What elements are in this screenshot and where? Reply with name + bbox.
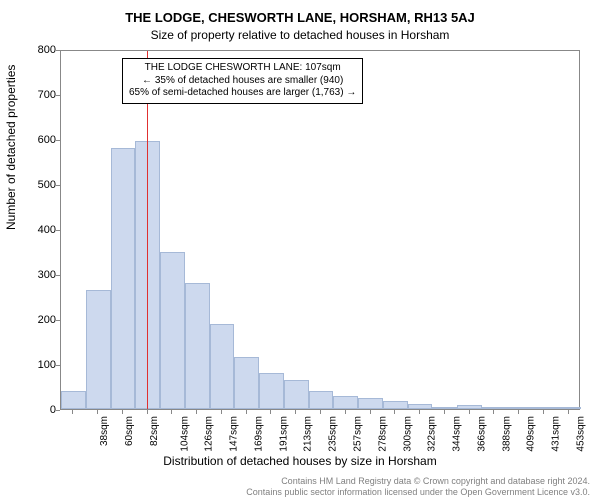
histogram-bar (210, 324, 235, 410)
x-tick-label: 453sqm (575, 416, 586, 452)
x-tick-label: 147sqm (229, 416, 240, 452)
x-tick-label: 191sqm (278, 416, 289, 452)
x-tick-mark (196, 410, 197, 414)
x-tick-mark (147, 410, 148, 414)
annotation-line: THE LODGE CHESWORTH LANE: 107sqm (129, 62, 356, 75)
histogram-bar (111, 148, 136, 409)
x-tick-label: 104sqm (179, 416, 190, 452)
x-tick-mark (419, 410, 420, 414)
histogram-bar (482, 407, 507, 409)
chart-title: THE LODGE, CHESWORTH LANE, HORSHAM, RH13… (0, 10, 600, 25)
y-tick-label: 200 (16, 314, 56, 326)
histogram-chart: THE LODGE, CHESWORTH LANE, HORSHAM, RH13… (0, 0, 600, 500)
x-tick-mark (469, 410, 470, 414)
x-tick-label: 431sqm (551, 416, 562, 452)
histogram-bar (61, 391, 86, 409)
x-tick-label: 278sqm (377, 416, 388, 452)
histogram-bar (457, 405, 482, 410)
footer-text: Contains HM Land Registry data © Crown c… (246, 476, 590, 498)
y-tick-label: 300 (16, 269, 56, 281)
plot-area (60, 50, 580, 410)
histogram-bar (408, 404, 433, 409)
x-tick-mark (171, 410, 172, 414)
x-tick-mark (345, 410, 346, 414)
x-tick-label: 322sqm (427, 416, 438, 452)
x-tick-label: 213sqm (303, 416, 314, 452)
y-tick-label: 100 (16, 359, 56, 371)
histogram-bar (259, 373, 284, 409)
x-tick-label: 344sqm (452, 416, 463, 452)
footer-line: Contains public sector information licen… (246, 487, 590, 498)
y-tick-label: 400 (16, 224, 56, 236)
chart-subtitle: Size of property relative to detached ho… (0, 28, 600, 42)
histogram-bar (185, 283, 210, 409)
x-tick-label: 235sqm (328, 416, 339, 452)
y-tick-mark (56, 410, 60, 411)
x-tick-mark (72, 410, 73, 414)
x-tick-label: 409sqm (526, 416, 537, 452)
annotation-box: THE LODGE CHESWORTH LANE: 107sqm ← 35% o… (122, 58, 363, 104)
x-tick-label: 366sqm (476, 416, 487, 452)
x-tick-mark (320, 410, 321, 414)
x-axis-label: Distribution of detached houses by size … (0, 454, 600, 468)
histogram-bar (531, 407, 556, 409)
x-tick-label: 126sqm (204, 416, 215, 452)
x-tick-label: 388sqm (501, 416, 512, 452)
histogram-bar (309, 391, 334, 409)
x-tick-mark (568, 410, 569, 414)
y-tick-label: 800 (16, 44, 56, 56)
histogram-bar (556, 407, 581, 409)
x-tick-mark (270, 410, 271, 414)
x-tick-label: 38sqm (99, 416, 110, 446)
x-tick-label: 257sqm (353, 416, 364, 452)
x-tick-mark (543, 410, 544, 414)
histogram-bar (432, 407, 457, 409)
y-tick-label: 500 (16, 179, 56, 191)
x-tick-label: 300sqm (402, 416, 413, 452)
histogram-bar (234, 357, 259, 409)
y-tick-label: 600 (16, 134, 56, 146)
reference-line (147, 51, 148, 409)
x-tick-mark (518, 410, 519, 414)
x-tick-mark (444, 410, 445, 414)
x-tick-label: 82sqm (149, 416, 160, 446)
histogram-bar (383, 401, 408, 409)
x-tick-mark (295, 410, 296, 414)
histogram-bar (86, 290, 111, 409)
histogram-bar (333, 396, 358, 410)
x-tick-label: 60sqm (124, 416, 135, 446)
annotation-line: ← 35% of detached houses are smaller (94… (129, 75, 356, 88)
x-tick-mark (97, 410, 98, 414)
x-tick-mark (221, 410, 222, 414)
histogram-bar (160, 252, 185, 410)
histogram-bar (284, 380, 309, 409)
x-tick-mark (246, 410, 247, 414)
y-tick-label: 0 (16, 404, 56, 416)
y-tick-label: 700 (16, 89, 56, 101)
x-tick-mark (370, 410, 371, 414)
annotation-line: 65% of semi-detached houses are larger (… (129, 87, 356, 100)
x-tick-label: 169sqm (254, 416, 265, 452)
histogram-bar (507, 407, 532, 409)
x-tick-mark (122, 410, 123, 414)
x-tick-mark (394, 410, 395, 414)
histogram-bar (358, 398, 383, 409)
x-tick-mark (493, 410, 494, 414)
footer-line: Contains HM Land Registry data © Crown c… (246, 476, 590, 487)
